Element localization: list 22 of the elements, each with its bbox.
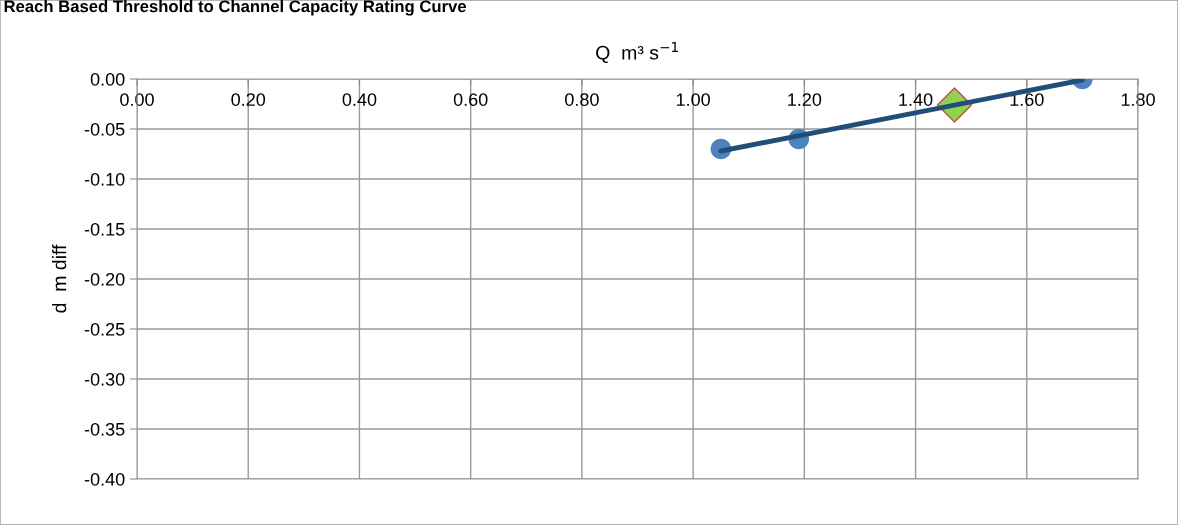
x-tick-label: 1.40 bbox=[899, 93, 933, 106]
x-tick-label: 0.40 bbox=[342, 93, 377, 106]
x-tick-label: 0.00 bbox=[120, 93, 154, 106]
x-axis-title: Q m³ s$^{−1}$ bbox=[596, 42, 678, 64]
chart-title: Reach Based Threshold to Channel Capacity Rating Curve bbox=[4, 0, 467, 16]
y-tick-label: -0.25 bbox=[84, 322, 125, 336]
x-tick-label: 1.00 bbox=[676, 93, 710, 106]
y-tick-label: -0.05 bbox=[84, 122, 125, 136]
y-tick-label: 0.00 bbox=[90, 72, 125, 86]
y-tick-label: -0.15 bbox=[84, 222, 125, 236]
x-tick-label: 0.20 bbox=[231, 93, 266, 106]
x-tick-label: 0.80 bbox=[565, 93, 599, 106]
y-axis-title: d m diff bbox=[52, 244, 67, 313]
x-tick-label: 1.80 bbox=[1121, 93, 1155, 106]
y-tick-label: -0.40 bbox=[84, 472, 125, 486]
y-tick-label: -0.10 bbox=[84, 172, 125, 186]
x-tick-label: 0.60 bbox=[453, 93, 488, 106]
x-tick-label: 1.20 bbox=[788, 93, 822, 106]
x-tick-label: 1.60 bbox=[1010, 93, 1044, 106]
y-tick-label: -0.30 bbox=[84, 372, 125, 386]
y-tick-label: -0.20 bbox=[84, 272, 125, 286]
y-tick-label: -0.35 bbox=[84, 422, 125, 436]
